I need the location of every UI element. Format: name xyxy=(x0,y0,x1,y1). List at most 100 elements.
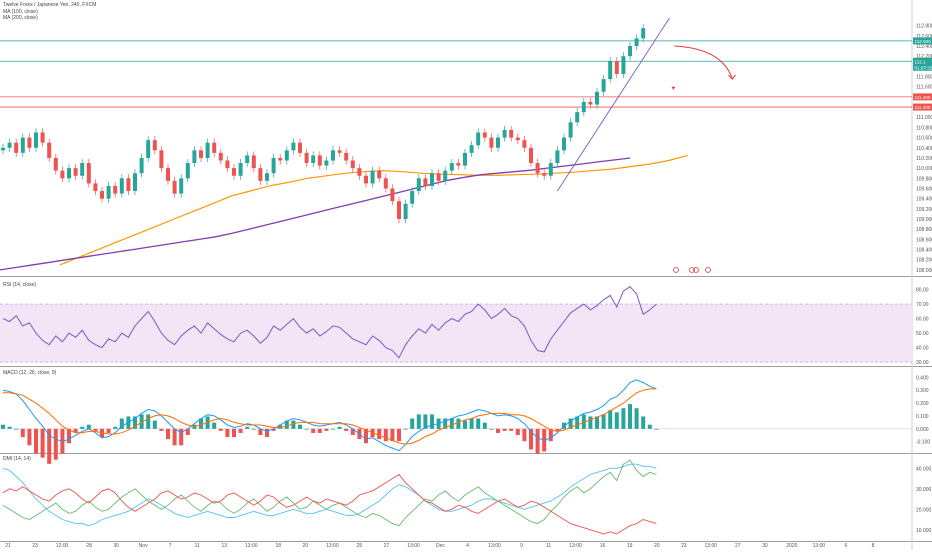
price-tick-label: 110.600 xyxy=(916,136,932,142)
price-tick-label: 108.800 xyxy=(916,227,932,233)
time-tick-label: 20 xyxy=(654,543,660,549)
time-tick-label: 16 xyxy=(600,543,606,549)
candle-body xyxy=(126,178,130,191)
price-tick-label: 109.600 xyxy=(916,186,932,192)
macd-hist-bar xyxy=(338,427,342,429)
macd-hist-bar xyxy=(654,429,658,430)
candle-body xyxy=(364,176,368,184)
macd-hist-bar xyxy=(173,429,177,445)
macd-hist-bar xyxy=(21,429,25,437)
macd-hist-bar xyxy=(27,429,31,445)
time-tick-label: 13:00 xyxy=(326,543,339,549)
macd-hist-bar xyxy=(318,429,322,433)
macd-label: MACD (12, 26, close, 9) xyxy=(3,370,56,377)
macd-hist-bar xyxy=(489,429,493,430)
macd-tick-label: 0.300 xyxy=(916,388,929,394)
time-tick-label: 20 xyxy=(303,543,309,549)
candle-body xyxy=(219,153,223,161)
time-tick-label: 19 xyxy=(627,543,633,549)
candle-body xyxy=(318,155,322,165)
candle-body xyxy=(232,168,236,176)
candle-body xyxy=(463,153,467,166)
macd-tick-label: 0.400 xyxy=(916,375,929,381)
candle-body xyxy=(258,168,262,181)
macd-hist-bar xyxy=(265,429,269,437)
candle-body xyxy=(489,138,493,148)
price-tag-label: 01:07:32 xyxy=(915,65,932,70)
candle-body xyxy=(470,145,474,153)
candle-body xyxy=(291,143,295,151)
time-tick-label: 4 xyxy=(466,543,469,549)
time-tick-label: 13:00 xyxy=(569,543,582,549)
time-tick-label: 12:00 xyxy=(56,543,69,549)
candle-body xyxy=(285,150,289,160)
price-tick-label: 108.400 xyxy=(916,248,932,254)
macd-hist-bar xyxy=(146,414,150,428)
candle-body xyxy=(93,183,97,191)
macd-hist-bar xyxy=(404,429,408,430)
macd-hist-bar xyxy=(8,427,12,429)
macd-hist-bar xyxy=(239,429,243,433)
time-tick-label: 13 xyxy=(221,543,227,549)
macd-hist-bar xyxy=(1,425,5,429)
candle-body xyxy=(159,150,163,168)
candle-body xyxy=(206,143,210,158)
macd-hist-bar xyxy=(555,429,559,431)
candle-body xyxy=(41,133,45,143)
candle-body xyxy=(641,28,645,38)
macd-hist-bar xyxy=(324,429,328,431)
candle-body xyxy=(113,186,117,194)
macd-hist-bar xyxy=(305,429,309,430)
macd-hist-bar xyxy=(503,429,507,431)
macd-hist-bar xyxy=(93,429,97,431)
candle-body xyxy=(239,163,243,176)
macd-hist-bar xyxy=(509,429,513,431)
macd-hist-bar xyxy=(641,416,645,428)
candle-body xyxy=(588,102,592,105)
price-tick-label: 108.200 xyxy=(916,258,932,264)
time-tick-label: 11 xyxy=(195,543,200,549)
rsi-tick-label: 60.00 xyxy=(916,317,929,323)
macd-hist-bar xyxy=(522,429,526,441)
candle-body xyxy=(562,138,566,151)
rsi-tick-label: 80.00 xyxy=(916,288,929,294)
price-tag-label: 112.1 xyxy=(915,59,927,64)
candle-body xyxy=(344,153,348,161)
candle-body xyxy=(60,171,64,179)
candle-body xyxy=(602,79,606,92)
time-tick-label: 18 xyxy=(276,543,282,549)
candle-body xyxy=(54,158,58,171)
candle-body xyxy=(456,163,460,166)
candle-body xyxy=(509,130,513,138)
macd-hist-bar xyxy=(41,429,45,458)
macd-hist-bar xyxy=(107,429,111,433)
macd-hist-bar xyxy=(496,429,500,433)
candle-body xyxy=(437,173,441,181)
candle-body xyxy=(443,171,447,181)
candle-body xyxy=(351,160,355,168)
macd-hist-bar xyxy=(225,429,229,437)
candle-body xyxy=(212,143,216,153)
macd-hist-bar xyxy=(153,421,157,429)
candle-body xyxy=(621,56,625,74)
candle-body xyxy=(47,143,51,158)
candle-body xyxy=(14,143,18,153)
rsi-tick-label: 50.00 xyxy=(916,331,929,337)
macd-hist-bar xyxy=(588,416,592,428)
macd-hist-bar xyxy=(344,429,348,431)
ma200-label: MA (200, close) xyxy=(3,15,96,22)
rsi-legend: RSI (14, close) xyxy=(3,282,36,289)
candle-body xyxy=(371,171,375,184)
macd-tick-label: 0.100 xyxy=(916,414,929,420)
macd-hist-bar xyxy=(456,419,460,429)
candle-body xyxy=(529,148,533,163)
price-tick-label: 112.800 xyxy=(916,24,932,30)
macd-hist-bar xyxy=(628,404,632,429)
macd-hist-bar xyxy=(476,419,480,429)
candle-body xyxy=(615,61,619,74)
macd-hist-bar xyxy=(516,429,520,435)
candle-body xyxy=(410,191,414,204)
macd-hist-bar xyxy=(635,408,639,429)
